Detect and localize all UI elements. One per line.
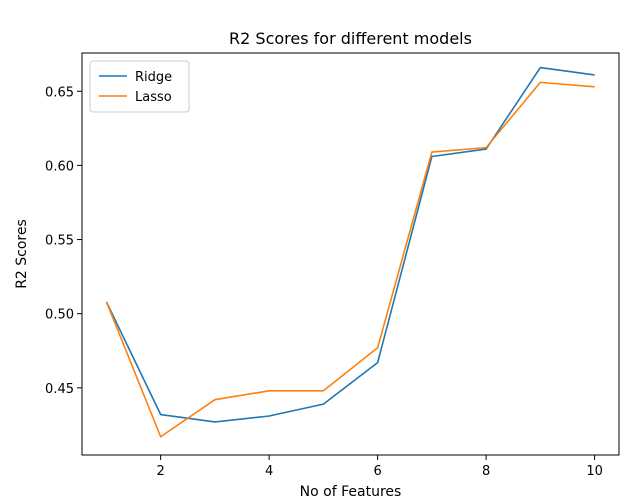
y-tick-label: 0.50 [45, 308, 74, 323]
y-tick-label: 0.60 [45, 159, 74, 174]
x-tick-label: 10 [586, 464, 603, 479]
y-tick-label: 0.65 [45, 85, 74, 100]
y-tick-label: 0.55 [45, 234, 74, 249]
plot-area [81, 52, 620, 456]
x-axis: 2 4 6 8 10 [157, 455, 603, 479]
legend-label: Lasso [135, 90, 172, 105]
y-axis: 0.45 0.50 0.55 0.60 0.65 [45, 85, 82, 397]
legend-label: Ridge [135, 70, 172, 85]
legend-box [89, 60, 190, 113]
x-tick-label: 8 [482, 464, 490, 479]
y-axis-label: R2 Scores [14, 219, 30, 289]
series-lines [105, 66, 595, 438]
x-axis-label: No of Features [300, 484, 402, 500]
y-tick-label: 0.45 [45, 382, 74, 397]
x-tick-label: 2 [157, 464, 165, 479]
legend: Ridge Lasso [89, 60, 190, 113]
x-tick-label: 4 [265, 464, 273, 479]
x-tick-label: 6 [373, 464, 381, 479]
chart-title: R2 Scores for different models [229, 29, 472, 48]
series-line-lasso [105, 81, 595, 438]
